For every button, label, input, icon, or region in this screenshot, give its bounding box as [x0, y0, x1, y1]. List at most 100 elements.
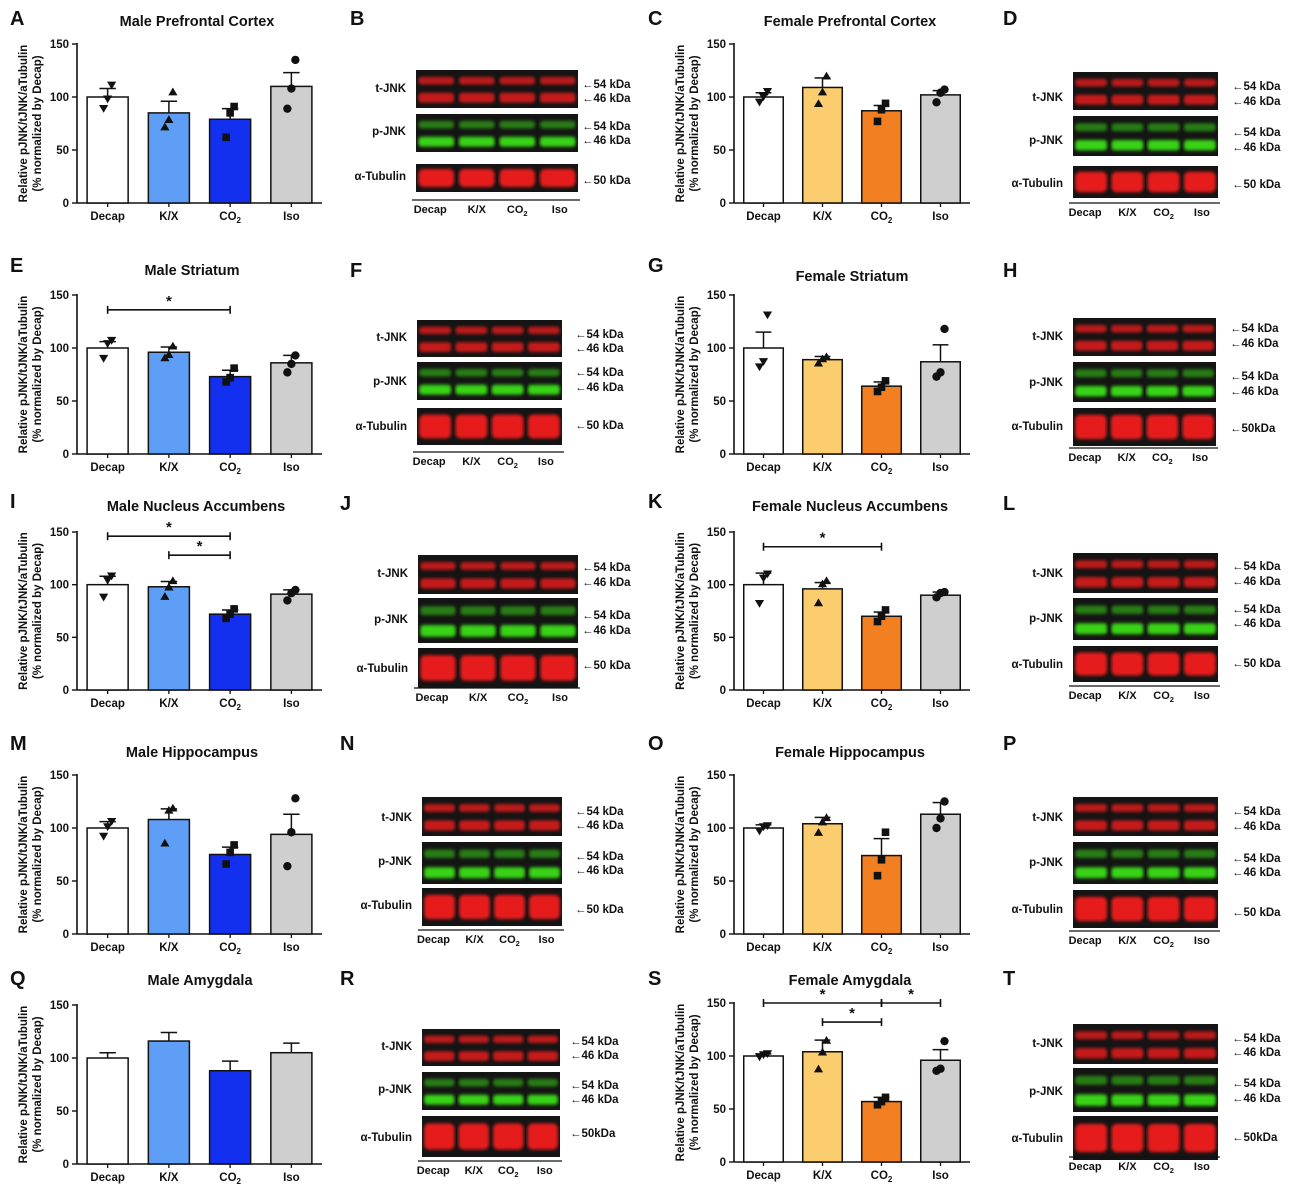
- lane-label: CO2: [497, 456, 518, 470]
- blot-band: [1110, 369, 1143, 378]
- blot-band: [1146, 369, 1179, 378]
- blot-band: [1147, 652, 1180, 676]
- bar: [860, 110, 903, 204]
- blot-band: [1183, 560, 1216, 569]
- kda-marker: ←54 kDa: [1232, 853, 1281, 865]
- bar: [147, 818, 191, 935]
- data-point: [762, 822, 773, 831]
- y-axis-label: (% normalized by Decap): [689, 786, 701, 922]
- blot-band: [1183, 867, 1216, 879]
- kda-marker: ←50kDa: [570, 1128, 616, 1140]
- lane-label: CO2: [507, 204, 528, 218]
- blot-band: [540, 655, 576, 681]
- blot-band: [1183, 577, 1216, 588]
- x-tick-label: Decap: [746, 1170, 781, 1182]
- y-tick-label: 50: [713, 876, 726, 888]
- y-tick-label: 50: [56, 876, 69, 888]
- bar: [147, 351, 191, 455]
- x-tick-label: CO2: [871, 942, 893, 956]
- y-tick-label: 150: [50, 527, 69, 539]
- chart-panel-k: K Female Nucleus Accumbens Relative pJNK/t…: [648, 491, 970, 712]
- x-tick-label: CO2: [871, 698, 893, 712]
- blot-band: [1147, 1075, 1180, 1085]
- bar: [801, 358, 844, 455]
- blot-band: [419, 414, 452, 439]
- y-tick-label: 150: [50, 39, 69, 51]
- blot-band: [458, 120, 495, 129]
- kda-marker: ←46 kDa: [575, 820, 624, 832]
- y-tick-label: 50: [56, 145, 69, 157]
- data-point: [758, 93, 769, 102]
- panel-letter: C: [648, 8, 662, 30]
- kda-marker: ←54 kDa: [1232, 806, 1281, 818]
- blot-band: [499, 92, 536, 103]
- data-point: [99, 354, 109, 363]
- blot-band: [1146, 386, 1179, 397]
- blot-band: [500, 625, 536, 637]
- blot-band: [1075, 652, 1108, 676]
- panel-letter: M: [10, 733, 27, 755]
- chart-panel-o: O Female Hippocampus Relative pJNK/tJNK/aT…: [648, 733, 970, 956]
- blot-row-label: t-JNK: [1032, 1038, 1063, 1050]
- blot-band: [420, 562, 456, 570]
- blot-band: [1111, 804, 1144, 812]
- x-tick-label: CO2: [219, 211, 241, 225]
- y-tick-label: 50: [713, 632, 726, 644]
- data-point: [291, 55, 300, 65]
- data-point: [754, 599, 765, 608]
- y-tick-label: 150: [707, 290, 726, 302]
- panel-letter: O: [648, 733, 664, 755]
- data-point: [291, 585, 300, 595]
- blot-band: [1147, 820, 1180, 831]
- blot-band: [418, 136, 455, 147]
- kda-marker: ←46 kDa: [570, 1050, 619, 1062]
- lane-label: K/X: [1118, 935, 1137, 947]
- x-tick-label: Iso: [283, 698, 300, 710]
- blot-band: [1111, 78, 1144, 87]
- blot-band: [1182, 386, 1214, 397]
- data-point: [817, 817, 828, 826]
- blot-row-label: p-JNK: [373, 376, 408, 388]
- panel-letter: K: [648, 491, 663, 513]
- blot-row-label: α-Tubulin: [360, 1132, 412, 1144]
- blot-band: [1183, 896, 1216, 922]
- data-point: [877, 383, 886, 392]
- kda-marker: ←50kDa: [1230, 423, 1276, 435]
- bar: [801, 823, 844, 935]
- blot-band: [455, 368, 488, 377]
- panel-letter: F: [350, 260, 362, 282]
- y-tick-label: 0: [720, 198, 726, 210]
- blot-band: [491, 368, 524, 377]
- kda-marker: ←54 kDa: [1232, 81, 1281, 93]
- x-tick-label: Iso: [932, 211, 949, 223]
- bar: [801, 1051, 844, 1163]
- lane-label: CO2: [508, 692, 529, 706]
- kda-marker: ←46 kDa: [582, 577, 631, 589]
- significance-star: *: [197, 538, 203, 555]
- blot-band: [1110, 324, 1143, 333]
- blot-band: [1075, 1075, 1108, 1085]
- blot-band: [500, 562, 536, 570]
- y-axis-label: Relative pJNK/tJNK/aTubulin: [18, 1006, 30, 1164]
- data-point: [940, 797, 949, 806]
- blot-band: [1183, 123, 1216, 132]
- y-tick-label: 50: [713, 396, 726, 408]
- y-axis-label: Relative pJNK/tJNK/aTubulin: [675, 296, 687, 454]
- blot-band: [1147, 1094, 1180, 1106]
- blot-row-label: t-JNK: [381, 812, 412, 824]
- data-point: [283, 368, 292, 377]
- y-axis-label: (% normalized by Decap): [689, 306, 701, 442]
- x-tick-label: Iso: [283, 462, 300, 474]
- y-axis-label: (% normalized by Decap): [689, 543, 701, 679]
- blot-band: [419, 384, 452, 395]
- blot-band: [499, 76, 536, 85]
- blot-band: [1146, 414, 1179, 440]
- kda-marker: ←46 kDa: [1232, 576, 1281, 588]
- data-point: [107, 336, 117, 345]
- blot-band: [1111, 820, 1144, 831]
- y-tick-label: 100: [707, 823, 726, 835]
- panel-letter: E: [10, 255, 23, 277]
- lane-label: Iso: [1192, 452, 1208, 464]
- blot-band: [1182, 340, 1214, 351]
- y-axis-label: Relative pJNK/tJNK/aTubulin: [18, 296, 30, 454]
